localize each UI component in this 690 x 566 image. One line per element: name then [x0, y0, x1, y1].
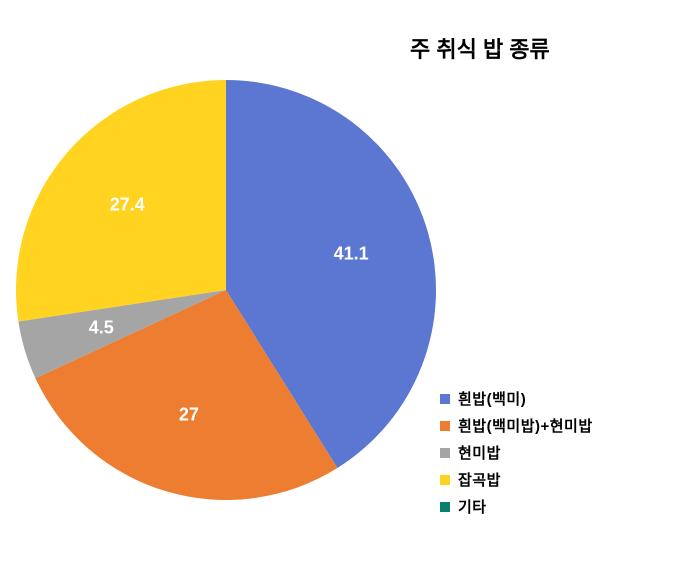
pie-chart: 41.1 27 4.5 27.4 — [16, 80, 436, 500]
slice-label-3: 27.4 — [110, 195, 145, 216]
legend-item-4: 기타 — [440, 496, 593, 517]
legend-label-4: 기타 — [458, 496, 487, 517]
legend-item-1: 흰밥(백미밥)+현미밥 — [440, 415, 593, 436]
legend-label-1: 흰밥(백미밥)+현미밥 — [458, 415, 593, 436]
legend-swatch-2 — [440, 448, 450, 458]
legend-item-3: 잡곡밥 — [440, 469, 593, 490]
slice-label-0: 41.1 — [334, 244, 369, 265]
legend-label-3: 잡곡밥 — [458, 469, 501, 490]
chart-title: 주 취식 밥 종류 — [410, 32, 550, 64]
legend-swatch-0 — [440, 394, 450, 404]
legend-label-2: 현미밥 — [458, 442, 501, 463]
legend-item-2: 현미밥 — [440, 442, 593, 463]
slice-label-2: 4.5 — [89, 317, 114, 338]
slice-label-1: 27 — [179, 404, 199, 425]
legend: 흰밥(백미) 흰밥(백미밥)+현미밥현미밥잡곡밥기타 — [440, 388, 593, 523]
legend-swatch-1 — [440, 421, 450, 431]
pie-svg — [16, 80, 436, 500]
chart-container: { "chart": { "type": "pie", "title": "주 … — [0, 0, 690, 566]
legend-swatch-3 — [440, 475, 450, 485]
legend-label-0: 흰밥(백미) — [458, 388, 526, 409]
legend-swatch-4 — [440, 502, 450, 512]
legend-item-0: 흰밥(백미) — [440, 388, 593, 409]
